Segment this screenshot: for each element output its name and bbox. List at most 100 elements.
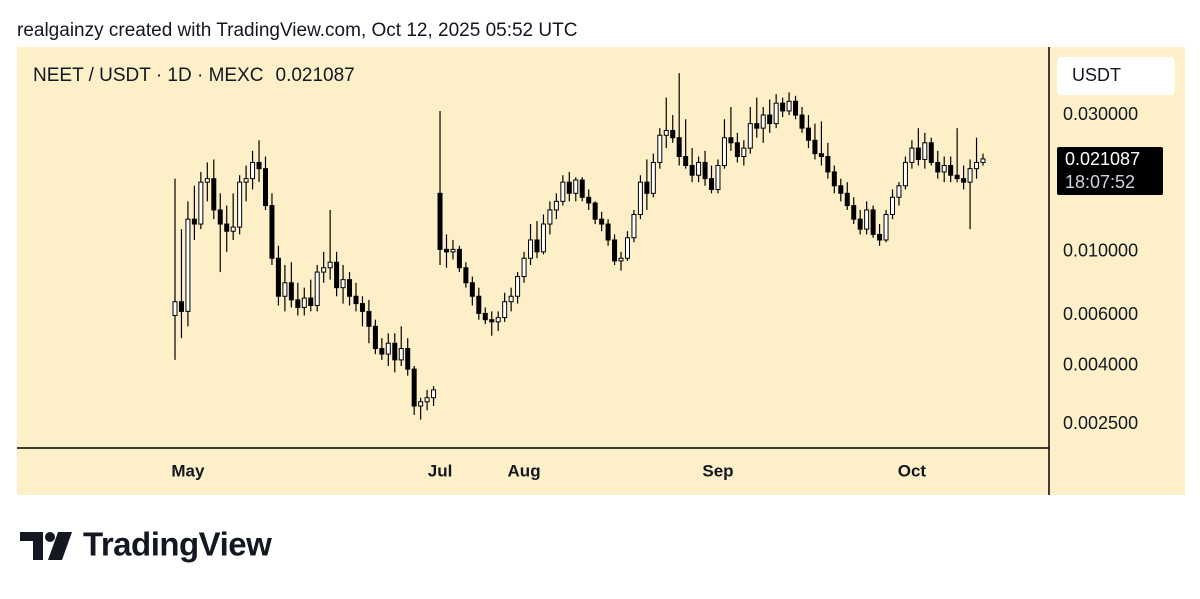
candle-body [773, 102, 779, 125]
candle-body [521, 257, 527, 278]
candle-body [941, 165, 947, 173]
candle-body [928, 142, 934, 163]
candle-body [857, 218, 863, 230]
candle-body [566, 181, 572, 194]
candle-body [250, 161, 256, 180]
last-price-label: 0.021087 [1065, 149, 1140, 169]
candle-body [605, 223, 611, 241]
plot-background [17, 47, 1185, 495]
candle-body [877, 233, 883, 241]
candle-body [663, 129, 669, 136]
candle-body [760, 114, 766, 129]
last-price-tag [1057, 147, 1163, 195]
candle-body [321, 267, 327, 273]
candle-body [469, 282, 475, 297]
y-tick-label: 0.010000 [1063, 241, 1138, 261]
candle-body [301, 297, 307, 308]
candle-body [948, 165, 954, 176]
candle-body [534, 239, 540, 253]
candle-body [540, 223, 546, 253]
candle-body [224, 223, 230, 232]
candle-body [650, 161, 656, 194]
candle-body [295, 299, 301, 308]
candle-body [909, 147, 915, 163]
candle-body [560, 181, 566, 202]
candle-body [683, 156, 689, 167]
symbol-legend: NEET / USDT · 1D · MEXC 0.021087 [33, 65, 355, 86]
candle-body [612, 239, 618, 262]
candle-body [347, 279, 353, 297]
candle-body [618, 257, 624, 262]
candle-body [366, 310, 372, 327]
candle-body [631, 213, 637, 239]
candle-body [864, 209, 870, 230]
candle-body [308, 297, 314, 306]
candle-body [437, 192, 443, 250]
candle-body [398, 348, 404, 361]
candle-body [870, 209, 876, 235]
candle-body [818, 153, 824, 158]
candle-body [243, 178, 249, 183]
candle-body [463, 267, 469, 284]
candle-body [553, 200, 559, 211]
candle-body [405, 348, 411, 370]
candle-body [786, 100, 792, 112]
candle-body [392, 342, 398, 361]
candle-body [482, 312, 488, 321]
candle-body [237, 181, 243, 228]
candle-body [456, 248, 462, 269]
candle-body [967, 168, 973, 183]
candle-body [624, 237, 630, 259]
candle-body [902, 161, 908, 187]
x-tick-label: Sep [702, 461, 733, 480]
attribution: realgainzy created with TradingView.com,… [17, 20, 577, 41]
candle-body [327, 261, 333, 269]
candle-body [644, 181, 650, 194]
candle-body [288, 282, 294, 301]
candle-body [676, 137, 682, 158]
logo-icon [20, 532, 72, 560]
candle-body [198, 181, 204, 225]
candle-body [372, 325, 378, 350]
candle-body [211, 178, 217, 211]
candle-body [528, 239, 534, 259]
candle-body [443, 248, 449, 253]
candle-body [838, 185, 844, 194]
candle-body [418, 401, 424, 407]
candle-body [269, 205, 275, 259]
candle-body [670, 129, 676, 139]
candle-body [508, 295, 514, 303]
candle-body [334, 261, 340, 289]
candle-body [385, 342, 391, 355]
symbol-title: NEET / USDT · 1D · MEXC [33, 65, 264, 86]
currency-label: USDT [1072, 65, 1121, 85]
candle-body [793, 100, 799, 116]
candle-body [476, 295, 482, 314]
candle-body [275, 257, 281, 297]
candle-body [825, 156, 831, 173]
candle-body [709, 178, 715, 190]
y-tick-label: 0.004000 [1063, 355, 1138, 375]
x-tick-label: Jul [428, 461, 453, 480]
candle-body [178, 301, 184, 312]
candle-body [502, 301, 508, 319]
candle-body [217, 209, 223, 225]
candle-body [922, 142, 928, 160]
candle-body [431, 389, 437, 399]
candle-body [754, 123, 760, 129]
y-tick-label: 0.002500 [1063, 413, 1138, 433]
candle-body [230, 226, 236, 232]
candle-body [696, 161, 702, 176]
candle-body [799, 114, 805, 129]
candle-body [579, 179, 585, 198]
candle-body [974, 161, 980, 170]
candle-body [340, 279, 346, 289]
candle-body [489, 319, 495, 323]
x-tick-label: May [171, 461, 205, 480]
legend-last-price: 0.021087 [276, 65, 355, 86]
candle-body [728, 137, 734, 144]
candle-body [450, 248, 456, 253]
candle-body [547, 209, 553, 225]
